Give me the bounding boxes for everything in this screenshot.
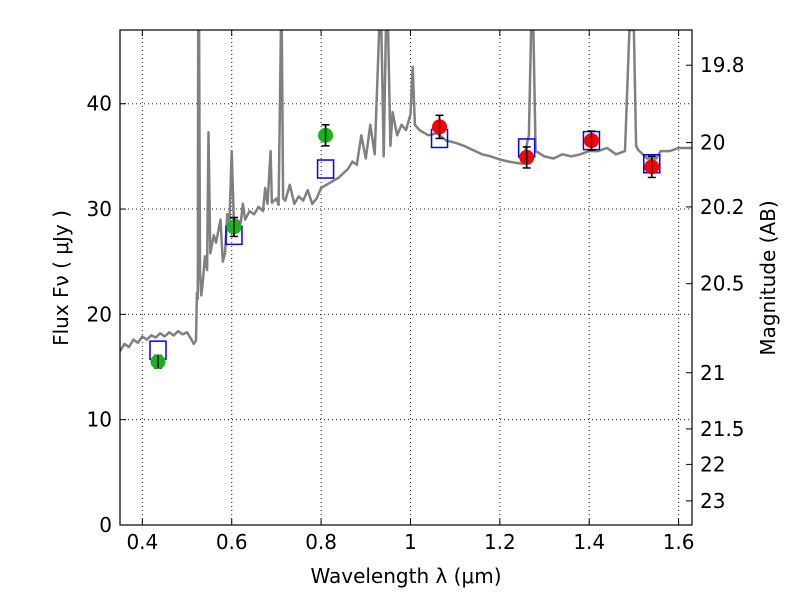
- x-tick-label: 1.2: [484, 530, 516, 554]
- tick-layer: 0.4 0.6 0.8 1 1.2 1.4 1.6 0 10 20 30 40 19.8 20 20.2 20…: [87, 30, 745, 554]
- spectrum-line: [120, 30, 692, 352]
- x-tick-label: 1: [404, 530, 417, 554]
- mag-tick-label: 23: [700, 489, 725, 513]
- mag-tick-label: 20: [700, 131, 725, 155]
- right-axis-title: Magnitude (AB): [756, 200, 780, 355]
- spectrum-layer: [120, 30, 692, 352]
- y-tick-label: 0: [99, 513, 112, 537]
- y-tick-label: 20: [87, 302, 112, 326]
- plot-frame: [119, 29, 693, 526]
- x-tick-label: 0.6: [216, 530, 248, 554]
- mag-tick-label: 21: [700, 361, 725, 385]
- x-tick-label: 1.4: [573, 530, 605, 554]
- mag-tick-label: 20.2: [700, 195, 745, 219]
- x-tick-label: 0.8: [305, 530, 337, 554]
- marker-layer: [149, 114, 661, 370]
- x-tick-label: 1.6: [663, 530, 695, 554]
- y-axis-title: Flux Fν ( μJy ): [49, 210, 73, 346]
- mag-tick-label: 22: [700, 452, 725, 476]
- y-tick-label: 10: [87, 408, 112, 432]
- mag-tick-label: 21.5: [700, 417, 745, 441]
- y-tick-label: 40: [87, 92, 112, 116]
- y-tick-label: 30: [87, 197, 112, 221]
- mag-tick-label: 19.8: [700, 53, 745, 77]
- x-tick-label: 0.4: [126, 530, 158, 554]
- model-photometry-square: [316, 159, 335, 179]
- grid: [120, 30, 692, 525]
- mag-tick-label: 20.5: [700, 272, 745, 296]
- x-axis-title: Wavelength λ (μm): [310, 564, 501, 588]
